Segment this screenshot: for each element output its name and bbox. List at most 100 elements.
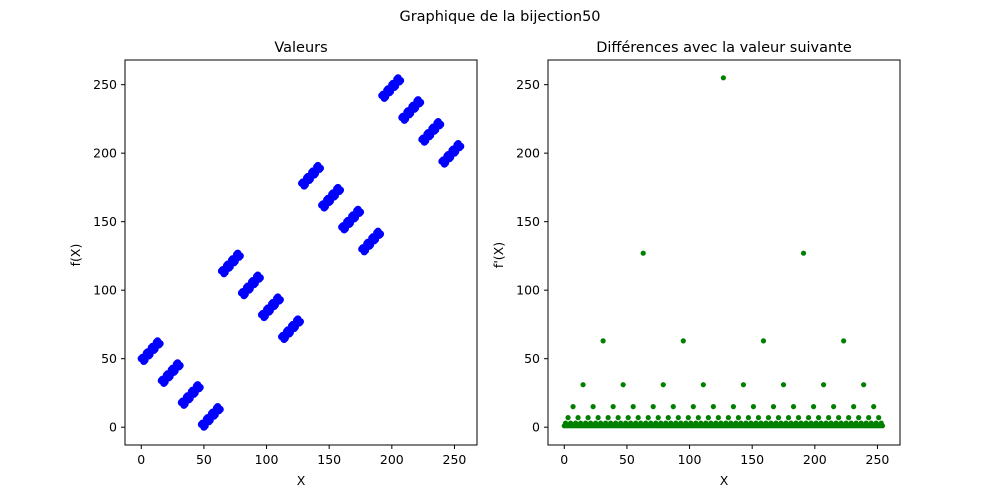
y-tick-label: 250 xyxy=(93,77,117,92)
data-point xyxy=(590,404,596,410)
data-point xyxy=(805,415,812,421)
data-point xyxy=(336,186,345,194)
y-tick-label: 100 xyxy=(93,283,117,298)
data-point xyxy=(196,383,204,392)
data-point xyxy=(457,142,465,150)
data-point xyxy=(685,415,691,421)
right-subplot-title: Différences avec la valeur suivante xyxy=(596,40,852,56)
data-point xyxy=(780,382,787,388)
data-point xyxy=(735,415,742,421)
data-point xyxy=(795,415,802,421)
left-subplot-title: Valeurs xyxy=(274,40,327,56)
data-point xyxy=(810,404,817,410)
data-point xyxy=(760,338,767,344)
data-point xyxy=(580,382,586,388)
data-point xyxy=(605,415,611,421)
data-point xyxy=(710,404,716,410)
data-point xyxy=(296,318,304,326)
x-tick-label: 50 xyxy=(619,452,635,467)
data-point xyxy=(861,382,867,388)
data-point xyxy=(570,404,576,410)
data-point xyxy=(745,415,752,421)
data-point xyxy=(826,415,832,421)
x-tick-label: 50 xyxy=(196,452,212,467)
data-point xyxy=(785,415,792,421)
data-point xyxy=(565,415,571,421)
data-point xyxy=(665,415,671,421)
data-point xyxy=(730,404,737,410)
data-point xyxy=(356,208,365,216)
data-point xyxy=(635,415,641,421)
data-point xyxy=(236,252,244,260)
data-point xyxy=(700,382,706,388)
data-point xyxy=(650,404,656,410)
left-data-points xyxy=(137,74,465,431)
data-point xyxy=(176,361,184,370)
x-tick-label: 0 xyxy=(137,452,145,467)
data-point xyxy=(417,98,425,107)
y-tick-label: 150 xyxy=(93,214,117,229)
x-tick-label: 0 xyxy=(560,452,568,467)
data-point xyxy=(216,405,224,413)
data-point xyxy=(815,415,822,421)
data-point xyxy=(437,120,445,128)
data-point xyxy=(846,415,852,421)
x-tick-label: 150 xyxy=(740,452,764,467)
data-point xyxy=(670,404,676,410)
data-point xyxy=(655,415,661,421)
data-point xyxy=(725,415,731,421)
data-point xyxy=(600,338,606,344)
right-subplot: Différences avec la valeur suivante 0 50 1… xyxy=(491,40,901,488)
y-tick-label: 200 xyxy=(516,146,540,161)
y-tick-label: 200 xyxy=(93,146,117,161)
data-point xyxy=(876,415,882,421)
left-x-axis-label: X xyxy=(297,473,306,488)
data-point xyxy=(871,404,877,410)
data-point xyxy=(640,250,646,256)
data-point xyxy=(836,415,842,421)
data-point xyxy=(755,415,762,421)
right-data-points xyxy=(561,75,886,429)
right-y-axis-label: f'(X) xyxy=(491,242,506,268)
x-tick-label: 200 xyxy=(380,452,404,467)
data-point xyxy=(675,415,681,421)
data-point xyxy=(750,404,757,410)
data-point xyxy=(879,423,886,429)
x-tick-label: 250 xyxy=(866,452,890,467)
right-x-axis-label: X xyxy=(720,473,729,488)
data-point xyxy=(851,404,857,410)
data-point xyxy=(705,415,711,421)
x-tick-label: 200 xyxy=(803,452,827,467)
data-point xyxy=(831,404,837,410)
data-point xyxy=(575,415,581,421)
data-point xyxy=(156,340,164,348)
data-point xyxy=(610,404,616,410)
data-point xyxy=(740,382,747,388)
left-y-axis-label: f(X) xyxy=(68,244,83,267)
data-point xyxy=(790,404,797,410)
data-point xyxy=(715,415,721,421)
data-point xyxy=(620,382,626,388)
data-point xyxy=(775,415,782,421)
right-axes-frame xyxy=(547,59,901,446)
data-point xyxy=(841,338,847,344)
data-point xyxy=(396,76,405,85)
y-tick-label: 150 xyxy=(516,214,540,229)
data-point xyxy=(276,296,284,304)
data-point xyxy=(820,382,827,388)
y-tick-label: 100 xyxy=(516,283,540,298)
data-point xyxy=(856,415,862,421)
y-tick-label: 0 xyxy=(532,420,540,435)
data-point xyxy=(630,404,636,410)
data-point xyxy=(645,415,651,421)
data-point xyxy=(615,415,621,421)
right-plot-area: 0 50 100 150 200 250 0 50 100 150 200 250 xyxy=(516,59,901,467)
x-tick-label: 100 xyxy=(255,452,279,467)
data-point xyxy=(316,164,325,172)
data-point xyxy=(680,338,686,344)
data-point xyxy=(660,382,666,388)
data-point xyxy=(376,230,385,238)
data-point xyxy=(625,415,631,421)
x-tick-label: 150 xyxy=(317,452,341,467)
